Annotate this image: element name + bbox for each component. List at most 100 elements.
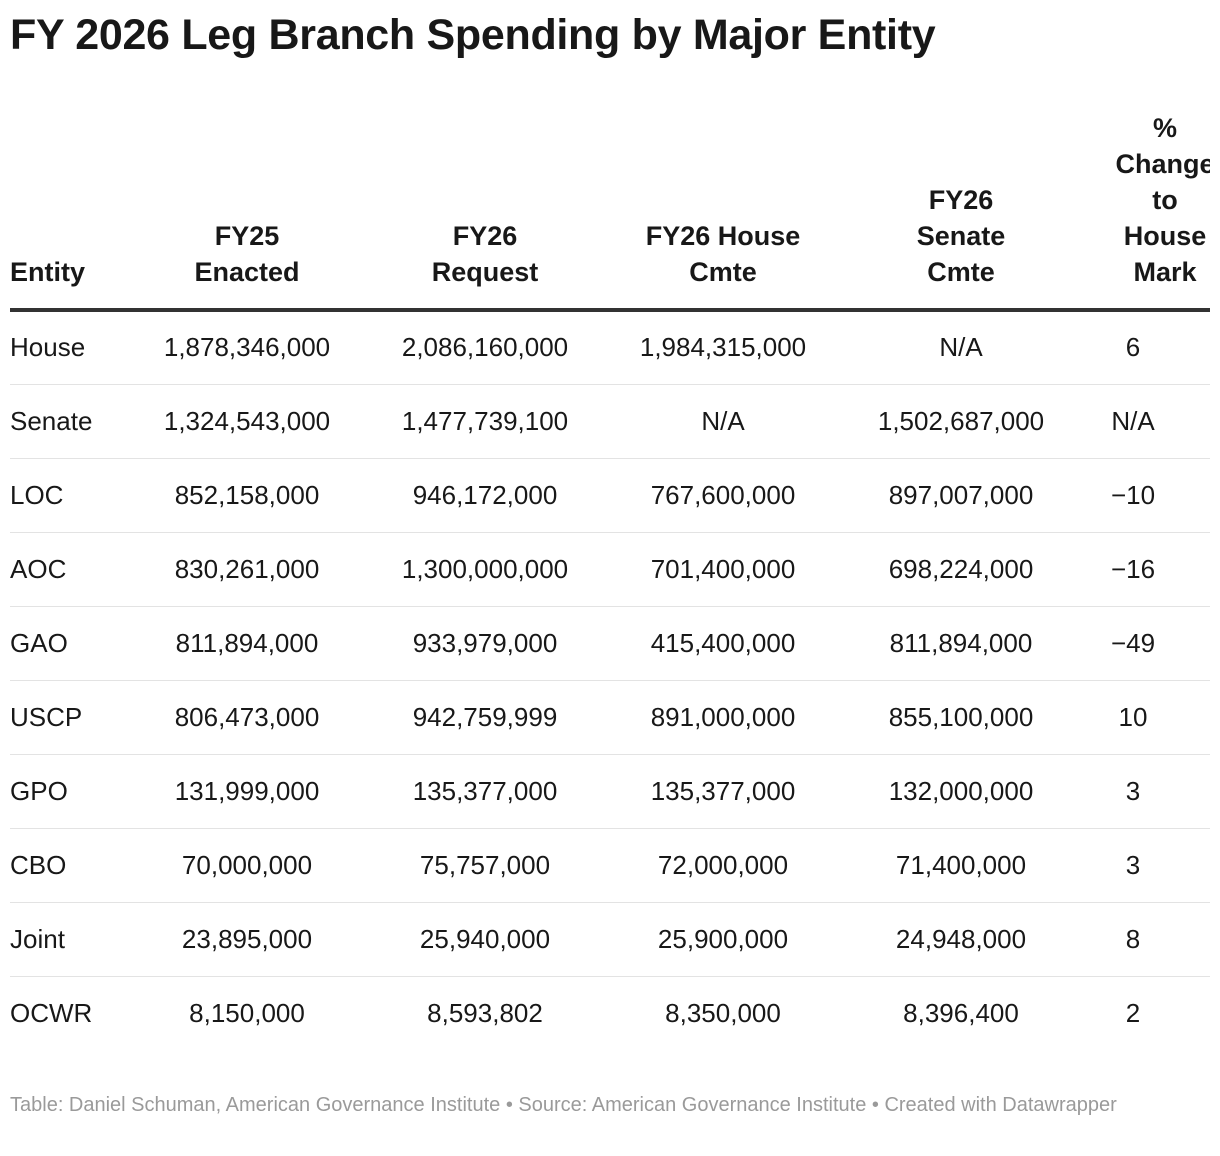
column-header-2: FY25 Enacted: [128, 110, 366, 312]
amount-cell: 8,150,000: [189, 997, 305, 1028]
pct-change-value: 6: [1125, 332, 1141, 363]
pct-change-value: −16: [1110, 553, 1156, 584]
pct-change-value: −49: [1110, 627, 1156, 658]
column-header-text: %: [1152, 113, 1177, 143]
amount-cell: 8,350,000: [665, 997, 781, 1028]
column-header-3: FY26 Request: [366, 110, 604, 312]
amount-cell: 1,477,739,100: [366, 384, 604, 459]
table-row: Joint 23,895,000 25,940,000 25,900,000 24,94…: [10, 902, 1210, 977]
amount-cell: 24,948,000: [842, 902, 1080, 977]
column-header-text: Request: [431, 257, 539, 287]
column-header-text: FY25: [214, 221, 280, 251]
pct-change-cell: 2: [1080, 976, 1210, 1050]
amount-cell: 701,400,000: [604, 532, 842, 607]
column-header-text: Entity: [10, 257, 86, 287]
column-header-4: FY26 House Cmte: [604, 110, 842, 312]
entity-cell: House: [10, 310, 128, 385]
table-row: USCP 806,473,000 942,759,999 891,000,000 855…: [10, 680, 1210, 755]
amount-cell: 135,377,000: [366, 754, 604, 829]
spending-table-container: Entity FY25 Enacted FY26 Request FY26 House Cm…: [10, 110, 1210, 1050]
amount-cell: 72,000,000: [604, 828, 842, 903]
amount-cell: 830,261,000: [128, 532, 366, 607]
amount-cell: 415,400,000: [604, 606, 842, 681]
amount-cell: 811,894,000: [128, 606, 366, 681]
entity-cell: OCWR: [10, 997, 93, 1028]
amount-cell: 8,593,802: [427, 997, 543, 1028]
spending-table: Entity FY25 Enacted FY26 Request FY26 House Cm…: [10, 110, 1210, 1050]
amount-cell: 806,473,000: [128, 680, 366, 755]
column-header-text: Cmte: [927, 257, 995, 287]
column-header-text: Change: [1115, 149, 1210, 179]
amount-cell: 897,007,000: [842, 458, 1080, 533]
pct-change-cell: −10: [1080, 458, 1210, 533]
column-header-5: FY26 Senate Cmte: [842, 110, 1080, 312]
amount-cell: 698,224,000: [842, 532, 1080, 607]
table-row: CBO 70,000,000 75,757,000 72,000,000 71,400,…: [10, 828, 1210, 903]
amount-cell: 1,324,543,000: [128, 384, 366, 459]
table-body: House 1,878,346,000 2,086,160,000 1,984,315…: [10, 310, 1210, 1050]
amount-cell: 131,999,000: [128, 754, 366, 829]
amount-cell: 135,377,000: [604, 754, 842, 829]
amount-cell: 2,086,160,000: [366, 310, 604, 385]
amount-cell: 1,878,346,000: [128, 310, 366, 385]
pct-change-cell: 3: [1080, 828, 1210, 903]
pct-change-value: 10: [1118, 701, 1148, 732]
table-row: LOC 852,158,000 946,172,000 767,600,000 897,…: [10, 458, 1210, 533]
pct-change-value: 2: [1125, 997, 1141, 1028]
table-row: House 1,878,346,000 2,086,160,000 1,984,315…: [10, 310, 1210, 385]
amount-cell: 767,600,000: [604, 458, 842, 533]
table-row: GAO 811,894,000 933,979,000 415,400,000 811,…: [10, 606, 1210, 681]
pct-change-cell: 6: [1080, 310, 1210, 385]
chart-title: FY 2026 Leg Branch Spending by Major Ent…: [10, 11, 936, 59]
pct-change-cell: 8: [1080, 902, 1210, 977]
table-row: OCWR 8,150,000 8,593,802 8,350,000 8,396,400…: [10, 976, 1210, 1050]
column-header-text: FY26 House: [645, 221, 801, 251]
pct-change-value: 3: [1125, 775, 1141, 806]
pct-change-value: N/A: [1111, 405, 1155, 436]
amount-cell: N/A: [842, 310, 1080, 385]
entity-cell: GPO: [10, 754, 128, 829]
amount-cell: 811,894,000: [842, 606, 1080, 681]
entity-cell: USCP: [10, 680, 128, 755]
entity-cell: GAO: [10, 606, 128, 681]
amount-cell: 852,158,000: [128, 458, 366, 533]
column-header-1: Entity: [10, 110, 128, 312]
amount-cell: 75,757,000: [366, 828, 604, 903]
amount-cell: 25,940,000: [366, 902, 604, 977]
entity-cell: Senate: [10, 384, 128, 459]
pct-change-cell: 10: [1080, 680, 1210, 755]
amount-cell: N/A: [604, 384, 842, 459]
column-header-text: Senate: [916, 221, 1006, 251]
amount-cell: 1,502,687,000: [842, 384, 1080, 459]
column-header-text: Mark: [1133, 257, 1197, 287]
column-header-text: Enacted: [194, 257, 300, 287]
pct-change-cell: 3: [1080, 754, 1210, 829]
column-header-text: House: [1123, 221, 1207, 251]
entity-cell: Joint: [10, 902, 128, 977]
amount-cell: 1,984,315,000: [604, 310, 842, 385]
amount-cell: 942,759,999: [366, 680, 604, 755]
table-header-row: Entity FY25 Enacted FY26 Request FY26 House Cm…: [10, 110, 1210, 312]
column-header-text: FY26: [928, 185, 994, 215]
entity-cell: AOC: [10, 532, 128, 607]
amount-cell: 946,172,000: [366, 458, 604, 533]
column-header-6: % Change to House Mark: [1080, 110, 1210, 312]
amount-cell: 23,895,000: [128, 902, 366, 977]
pct-change-value: −10: [1110, 479, 1156, 510]
amount-cell: 855,100,000: [842, 680, 1080, 755]
entity-cell: CBO: [10, 828, 128, 903]
pct-change-value: 3: [1125, 849, 1141, 880]
pct-change-cell: −49: [1080, 606, 1210, 681]
pct-change-value: 8: [1125, 923, 1141, 954]
column-header-text: to: [1152, 185, 1178, 215]
pct-change-cell: N/A: [1080, 384, 1210, 459]
table-footer-credits: Table: Daniel Schuman, American Governan…: [10, 1094, 1117, 1116]
amount-cell: 25,900,000: [604, 902, 842, 977]
table-row: AOC 830,261,000 1,300,000,000 701,400,000 69…: [10, 532, 1210, 607]
column-header-text: Cmte: [689, 257, 757, 287]
amount-cell: 132,000,000: [842, 754, 1080, 829]
column-header-text: FY26: [452, 221, 518, 251]
amount-cell: 1,300,000,000: [366, 532, 604, 607]
pct-change-cell: −16: [1080, 532, 1210, 607]
amount-cell: 71,400,000: [842, 828, 1080, 903]
